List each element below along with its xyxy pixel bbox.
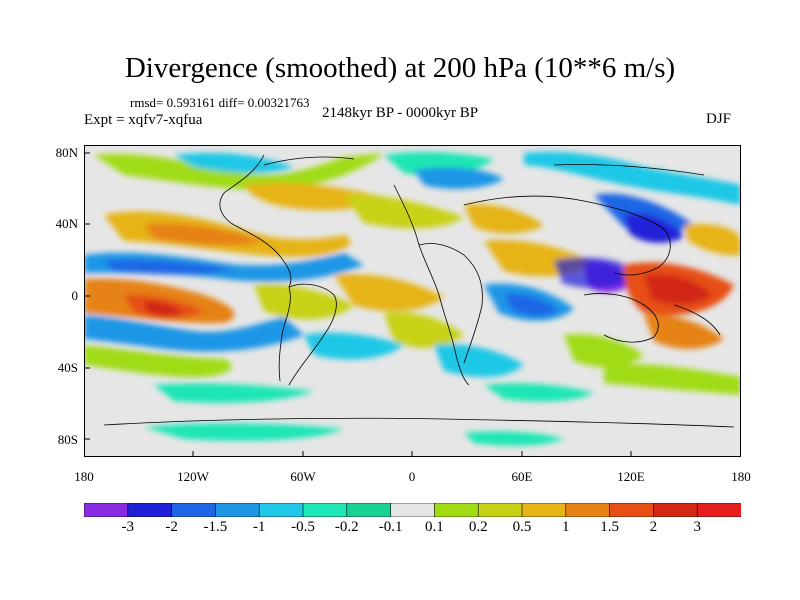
experiment-label: Expt = xqfv7-xqfua — [84, 112, 203, 128]
lon-label: 60E — [511, 469, 533, 484]
colorbar-label: -0.5 — [291, 519, 315, 535]
lon-label: 180 — [74, 469, 94, 484]
colorbar-label: 1 — [562, 519, 570, 535]
colorbar-swatch — [258, 503, 304, 517]
colorbar-swatch — [477, 503, 523, 517]
lat-label: 40S — [57, 360, 78, 375]
colorbar-label: -0.2 — [334, 519, 359, 535]
map-ticks — [84, 152, 632, 457]
lat-label: 0 — [71, 288, 79, 303]
colorbar-swatch — [565, 503, 611, 517]
colorbar-label: 0.5 — [512, 519, 532, 535]
colorbar-swatch — [302, 503, 348, 517]
colorbar-label: -1 — [252, 519, 266, 535]
colorbar-label: 0.2 — [468, 519, 488, 535]
colorbar-label: 2 — [649, 519, 658, 535]
colorbar-swatch — [696, 503, 741, 517]
colorbar-swatch — [215, 503, 260, 517]
colorbar-swatch — [171, 503, 217, 517]
colorbar-swatch — [521, 503, 567, 517]
colorbar-swatch — [127, 503, 173, 517]
colorbar — [84, 503, 741, 517]
colorbar-label: -2 — [165, 519, 178, 535]
colorbar-swatch — [84, 503, 129, 517]
colorbar-label: -0.1 — [378, 519, 403, 535]
colorbar-swatch — [390, 503, 436, 517]
lon-label: 60W — [290, 469, 316, 484]
colorbar-label: -3 — [121, 519, 135, 535]
colorbar-label: 1.5 — [600, 519, 619, 535]
colorbar-swatch — [609, 503, 655, 517]
colorbar-swatch — [434, 503, 479, 517]
colorbar-label: 3 — [693, 519, 701, 535]
lon-label: 180 — [731, 469, 751, 484]
divergence-field — [84, 151, 741, 446]
colorbar-label: -1.5 — [203, 519, 228, 535]
lon-label: 120E — [617, 469, 645, 484]
lon-label: 120W — [177, 469, 209, 484]
season-label: DJF — [706, 111, 732, 127]
lat-label: 80N — [55, 145, 78, 160]
divergence-map — [84, 145, 741, 457]
lat-label: 40N — [55, 216, 78, 231]
map-title: Divergence (smoothed) at 200 hPa (10**6 … — [124, 52, 676, 84]
colorbar-swatch — [346, 503, 392, 517]
colorbar-label: 0.1 — [425, 519, 444, 535]
coastlines — [103, 154, 735, 428]
lon-label: 0 — [408, 469, 416, 484]
period-label: 2148kyr BP - 0000kyr BP — [322, 105, 479, 121]
colorbar-swatch — [653, 503, 699, 517]
lat-label: 80S — [57, 432, 78, 447]
stats-text: rmsd= 0.593161 diff= 0.00321763 — [130, 95, 310, 110]
